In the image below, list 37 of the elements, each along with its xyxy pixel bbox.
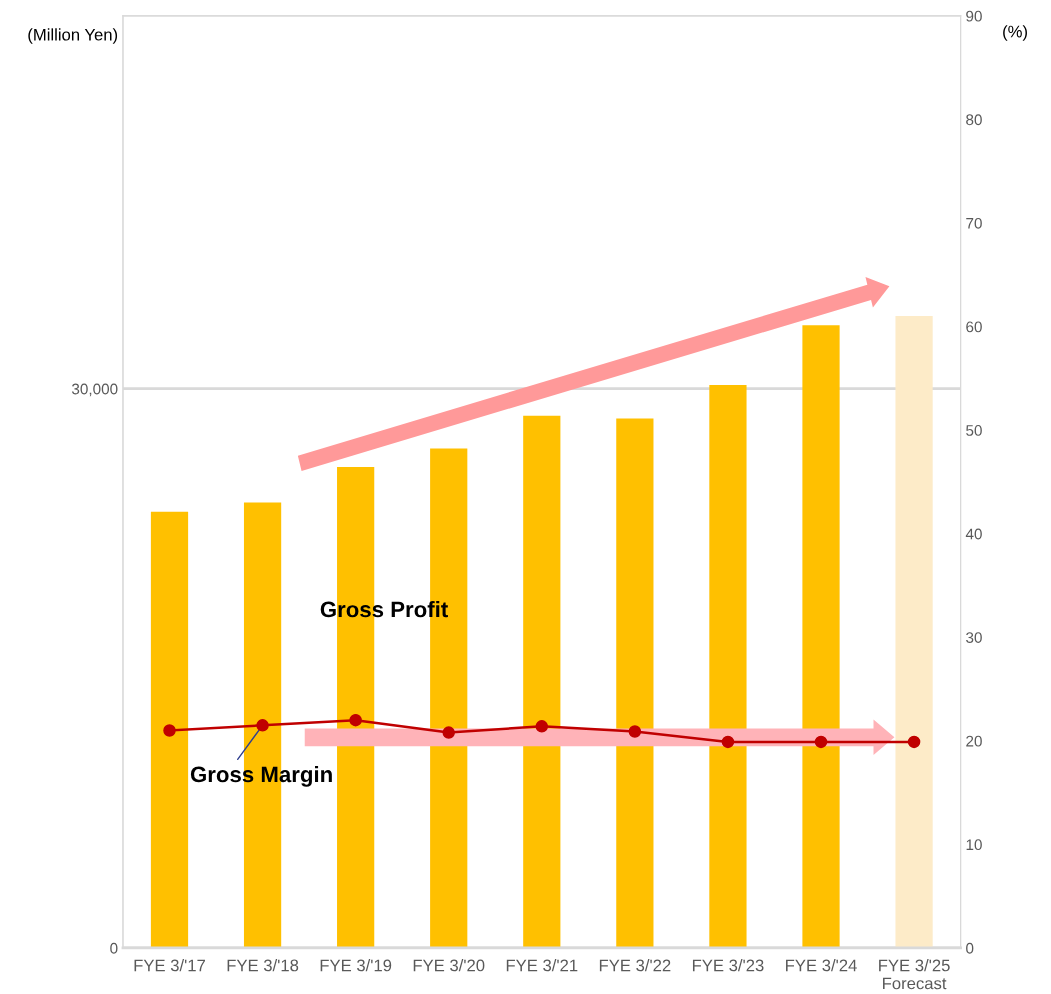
y2-tick-label: 10 — [966, 839, 982, 851]
bar — [709, 385, 747, 948]
y2-axis-title: (%) — [1003, 25, 1027, 41]
y2-tick-label: 70 — [966, 217, 982, 229]
point — [163, 724, 176, 737]
point — [814, 735, 828, 749]
x-tick-label: FYE 3/'20 — [413, 959, 485, 972]
bar — [802, 325, 840, 948]
y2-tick-label: 0 — [966, 942, 974, 954]
bar — [895, 316, 933, 948]
y2-tick-label: 60 — [966, 321, 982, 333]
point — [907, 735, 921, 749]
y2-tick-label: 50 — [966, 425, 982, 436]
point — [349, 713, 362, 727]
point — [535, 720, 549, 733]
point — [721, 735, 735, 749]
x-tick-label: FYE 3/'21 — [506, 959, 578, 972]
x-tick-label: FYE 3/'18 — [227, 959, 299, 972]
bar — [616, 418, 654, 948]
y-axis-title: (Million Yen) — [28, 28, 118, 44]
x-tick-label: FYE 3/'17 — [134, 959, 205, 972]
y2-tick-label: 90 — [966, 10, 982, 22]
y2-tick-label: 80 — [966, 114, 982, 126]
y2-tick-label: 20 — [966, 735, 982, 747]
x-tick-label: FYE 3/'19 — [320, 959, 392, 972]
point — [628, 725, 642, 738]
bar — [150, 511, 189, 948]
y2-tick-label: 30 — [966, 632, 982, 643]
point — [256, 719, 269, 732]
x-tick-label: FYE 3/'24 — [786, 959, 857, 972]
x-tick-label: FYE 3/'22 — [599, 959, 671, 972]
y-tick-label: 30,000 — [71, 383, 118, 397]
bar — [523, 415, 561, 948]
point — [442, 726, 455, 739]
x-tick-label: FYE 3/'25 Forecast — [879, 959, 950, 990]
x-tick-label: FYE 3/'23 — [692, 959, 764, 972]
y2-tick-label: 40 — [965, 528, 982, 540]
